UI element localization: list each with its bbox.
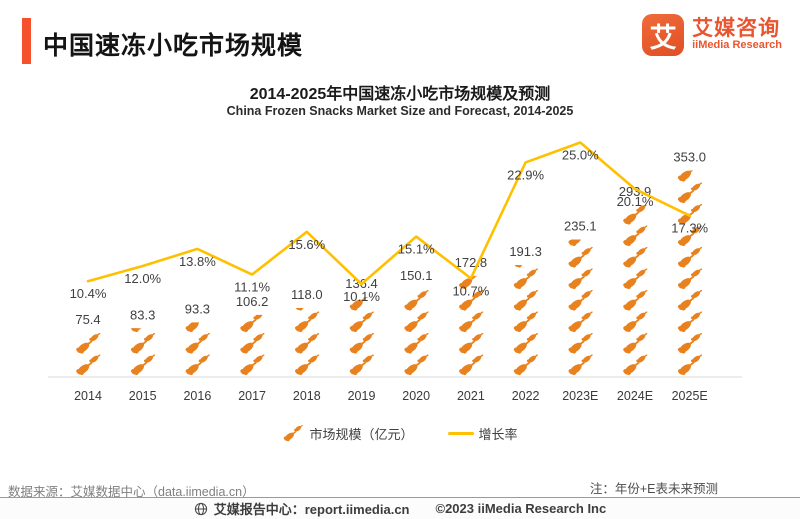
- snack-bar-2017: [239, 314, 266, 376]
- snack-bar-2024E: [622, 205, 649, 376]
- growth-pct-label: 20.1%: [617, 194, 654, 209]
- bar-value-label: 83.3: [130, 307, 155, 322]
- year-label: 2021: [457, 389, 485, 403]
- year-label: 2022: [512, 389, 540, 403]
- growth-pct-label: 10.7%: [452, 283, 489, 298]
- year-label: 2018: [293, 389, 321, 403]
- year-label: 2016: [183, 389, 211, 403]
- year-label: 2024E: [617, 389, 653, 403]
- year-label: 2015: [129, 389, 157, 403]
- bar-value-label: 118.0: [291, 287, 323, 302]
- brand-name-en: iiMedia Research: [692, 39, 782, 52]
- growth-pct-label: 11.1%: [234, 280, 270, 295]
- year-label: 2025E: [672, 389, 708, 403]
- chart-title: 2014-2025年中国速冻小吃市场规模及预测: [249, 86, 551, 103]
- snack-bar-2022: [513, 265, 540, 376]
- snack-bar-2023E: [567, 239, 595, 376]
- footer-bar: 艾媒报告中心：report.iimedia.cn ©2023 iiMedia R…: [0, 497, 800, 519]
- growth-line-swatch: [447, 432, 474, 435]
- year-label: 2017: [238, 389, 266, 403]
- snack-bar-2025E: [677, 170, 704, 376]
- globe-icon: [194, 502, 207, 515]
- bar-value-label: 93.3: [185, 301, 210, 316]
- growth-pct-label: 15.1%: [398, 242, 435, 257]
- legend-label-market-size: 市场规模（亿元）: [309, 427, 414, 442]
- bar-value-label: 150.1: [400, 268, 433, 283]
- page-title: 中国速冻小吃市场规模: [43, 32, 304, 60]
- chart-subtitle: China Frozen Snacks Market Size and Fore…: [226, 104, 574, 118]
- snack-bar-2016: [184, 322, 212, 376]
- year-label: 2019: [348, 389, 376, 403]
- data-source-note: 数据来源：艾媒数据中心（data.iimedia.cn）: [8, 485, 255, 499]
- growth-pct-label: 10.1%: [343, 289, 380, 304]
- brand-name-cn: 艾媒咨询: [692, 17, 781, 41]
- growth-pct-label: 25.0%: [562, 148, 599, 163]
- year-label: 2020: [402, 389, 430, 403]
- growth-pct-label: 10.4%: [70, 286, 107, 301]
- brand-logo-icon: 艾: [642, 14, 685, 56]
- bar-value-label: 75.4: [75, 312, 100, 327]
- chart-legend: 市场规模（亿元） 增长率: [0, 424, 800, 443]
- legend-label-growth-rate: 增长率: [478, 427, 518, 442]
- growth-pct-label: 22.9%: [507, 167, 544, 182]
- header-accent-bar: [22, 18, 31, 64]
- brand-logo: 艾 艾媒咨询 iiMedia Research: [642, 14, 782, 56]
- bar-value-label: 191.3: [509, 244, 542, 259]
- bar-value-label: 353.0: [673, 149, 706, 164]
- forecast-note: 注：年份+E表未来预测: [589, 482, 718, 496]
- snack-icon: [282, 425, 304, 442]
- bar-value-label: 235.1: [564, 218, 597, 233]
- year-label: 2014: [74, 389, 102, 403]
- bar-value-label: 106.2: [236, 294, 269, 309]
- legend-item-growth-rate: 增长率: [447, 424, 518, 443]
- legend-item-market-size: 市场规模（亿元）: [282, 424, 414, 443]
- growth-pct-label: 13.8%: [179, 254, 216, 269]
- brand-text: 艾媒咨询 iiMedia Research: [692, 18, 782, 52]
- growth-pct-label: 15.6%: [288, 237, 325, 252]
- copyright-text: ©2023 iiMedia Research Inc: [435, 501, 607, 516]
- growth-pct-label: 12.0%: [124, 271, 161, 286]
- growth-rate-line: [86, 141, 692, 286]
- report-center-text: 艾媒报告中心：report.iimedia.cn: [213, 502, 410, 517]
- year-label: 2023E: [562, 389, 598, 403]
- snack-bar-2020: [403, 289, 430, 376]
- bar-value-label: 293.9: [619, 184, 652, 199]
- growth-pct-label: 17.3%: [671, 221, 708, 236]
